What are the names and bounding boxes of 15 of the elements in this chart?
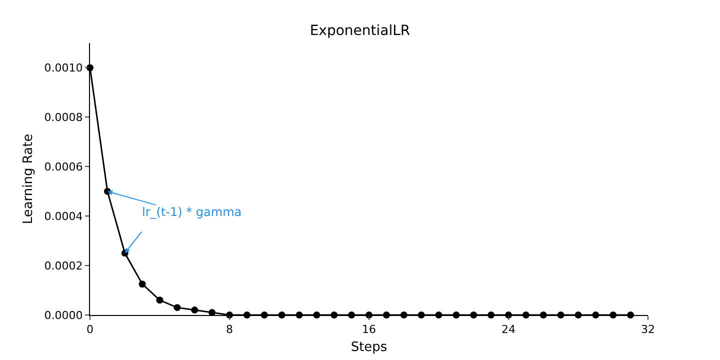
x-axis-title: Steps xyxy=(350,340,388,355)
y-tick-label: 0.0008 xyxy=(44,111,83,124)
x-tick-label: 32 xyxy=(641,323,655,336)
x-tick-label: 0 xyxy=(86,323,94,336)
x-tick-label: 16 xyxy=(362,323,376,336)
y-tick-label: 0.0002 xyxy=(44,259,83,272)
annotation: lr_(t-1) * gamma xyxy=(142,205,242,219)
y-tick-label: 0.0000 xyxy=(44,308,83,322)
y-tick-label: 0.0006 xyxy=(44,160,83,174)
y-axis-title: Learning Rate xyxy=(21,134,36,224)
chart-title: ExponentialLR xyxy=(310,23,410,39)
y-tick-label: 0.0010 xyxy=(44,62,83,75)
x-tick-label: 24 xyxy=(502,323,516,336)
x-tick-label: 8 xyxy=(226,323,233,336)
y-tick-label: 0.0004 xyxy=(44,210,83,223)
